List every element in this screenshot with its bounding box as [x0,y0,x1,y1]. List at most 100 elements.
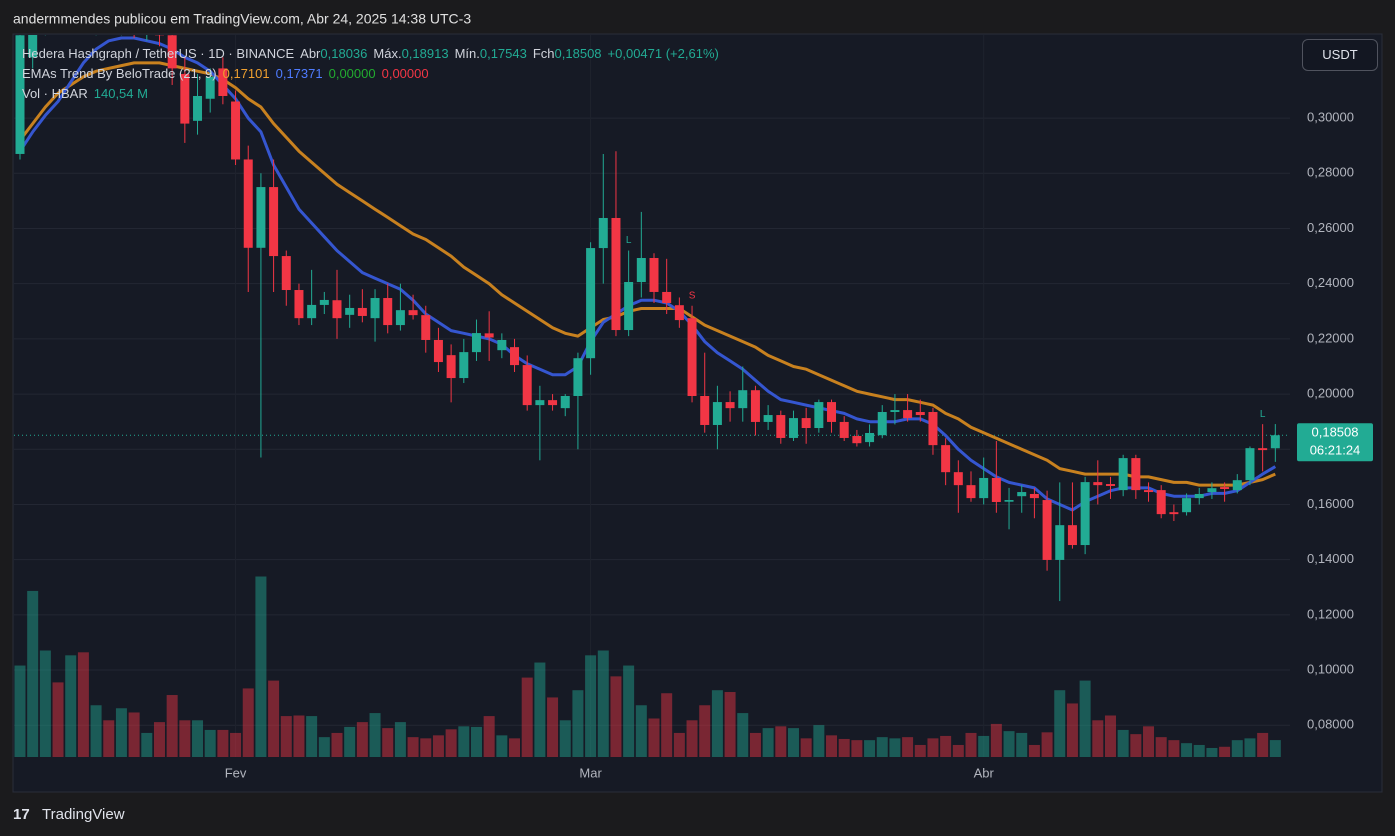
volume-bar [1244,738,1256,757]
volume-bar [1130,734,1142,757]
volume-pane [14,576,1281,757]
volume-bar [14,665,26,757]
volume-bar [597,650,609,757]
candle-body [269,187,279,257]
candle-body [903,410,913,419]
volume-bar [268,680,280,757]
volume-bar [648,718,660,757]
indicator-value: 0,17371 [275,66,323,81]
volume-bar [382,728,394,757]
indicator-value: 0,00000 [381,66,429,81]
candle-body [877,412,887,436]
volume-bar [509,738,521,757]
volume-bar [889,738,901,757]
change: +0,00471 (+2,61%) [607,46,719,61]
candle-body [205,76,215,99]
candle-body [738,390,748,409]
volume-bar [838,738,850,757]
legend-volume-row: Vol · HBAR 140,54 M [22,84,725,104]
candle-body [154,35,164,36]
volume-bar [1092,720,1104,757]
candle-body [1080,482,1090,546]
candle-body [814,402,824,429]
volume-bar [344,726,356,757]
indicator-value: 0,00000 [328,66,376,81]
candle-body [510,347,520,366]
volume-bar [255,576,267,757]
volume-bar [1219,746,1231,757]
candle-body [712,402,722,425]
volume-bar [965,732,977,757]
volume-bar [635,705,647,757]
candle-body [307,304,317,319]
x-tick-label: Abr [974,765,995,780]
candle-body [1169,512,1179,515]
candle-body [674,305,684,321]
ohlc-label: Abr [300,46,321,61]
y-tick-label: 0,16000 [1307,496,1354,511]
ohlc-label: Fch [532,46,555,61]
candle-body [725,402,735,409]
volume-bar [1003,731,1015,757]
volume-bar [1028,744,1040,757]
header: andermmendes publicou em TradingView.com… [13,11,471,27]
candle-body [256,187,266,248]
candle-body [433,339,443,363]
currency-button[interactable]: USDT [1302,39,1378,71]
volume-value: 140,54 M [93,86,148,101]
volume-bar [432,735,444,757]
volume-bar [927,738,939,757]
axes: 0,080000,100000,120000,140000,160000,180… [225,110,1373,780]
volume-bar [851,740,863,757]
volume-bar [470,726,482,757]
candle-body [459,352,469,379]
candle-body [624,282,634,331]
candle-body [231,101,241,160]
candle-body [408,310,418,316]
candle-body [662,291,672,303]
volume-bar [762,728,774,757]
candle-body [1067,525,1077,546]
candle-body [966,485,976,499]
candle-body [193,95,203,121]
signal-label: L [1260,409,1266,420]
volume-bar [610,676,622,757]
legend-symbol-row: Hedera Hashgraph / TetherUS · 1D · BINAN… [22,44,725,64]
y-tick-label: 0,08000 [1307,717,1354,732]
ohlc-label: Máx. [373,46,402,61]
candle-body [535,400,545,406]
candle-body [890,410,900,413]
candle-body [548,400,558,406]
volume-bar [166,695,178,757]
candle-body [1232,480,1242,491]
candle-body [1207,488,1217,493]
volume-label: Vol · HBAR [22,86,88,101]
volume-bar [940,735,952,757]
volume-bar [737,713,749,757]
volume-bar [77,652,89,757]
candle-body [497,339,507,351]
volume-bar [699,705,711,757]
candle-body [1245,448,1255,481]
volume-bar [1079,680,1091,757]
ema-line [18,61,1276,487]
candle-body [1182,498,1192,513]
candle-body [281,256,291,291]
candle-body [586,248,596,359]
volume-bar [356,722,368,757]
candle-body [1055,525,1065,560]
candle-body [370,298,380,319]
candle-body [649,258,659,292]
volume-bar [103,720,115,757]
x-tick-label: Mar [579,765,602,780]
volume-bar [800,738,812,757]
candle-body [991,477,1001,502]
ohlc-value: 0,18036 [320,46,368,61]
legend-symbol: Hedera Hashgraph / TetherUS · 1D · BINAN… [22,46,295,61]
candle-body [979,477,989,499]
volume-bar [914,744,926,757]
y-tick-label: 0,26000 [1307,220,1354,235]
candle-body [421,315,431,340]
volume-bar [1231,740,1243,757]
grid [14,35,1290,757]
